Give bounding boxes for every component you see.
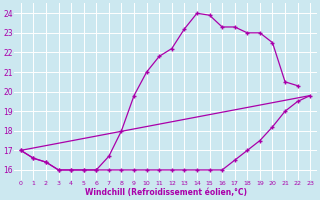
X-axis label: Windchill (Refroidissement éolien,°C): Windchill (Refroidissement éolien,°C) — [84, 188, 246, 197]
